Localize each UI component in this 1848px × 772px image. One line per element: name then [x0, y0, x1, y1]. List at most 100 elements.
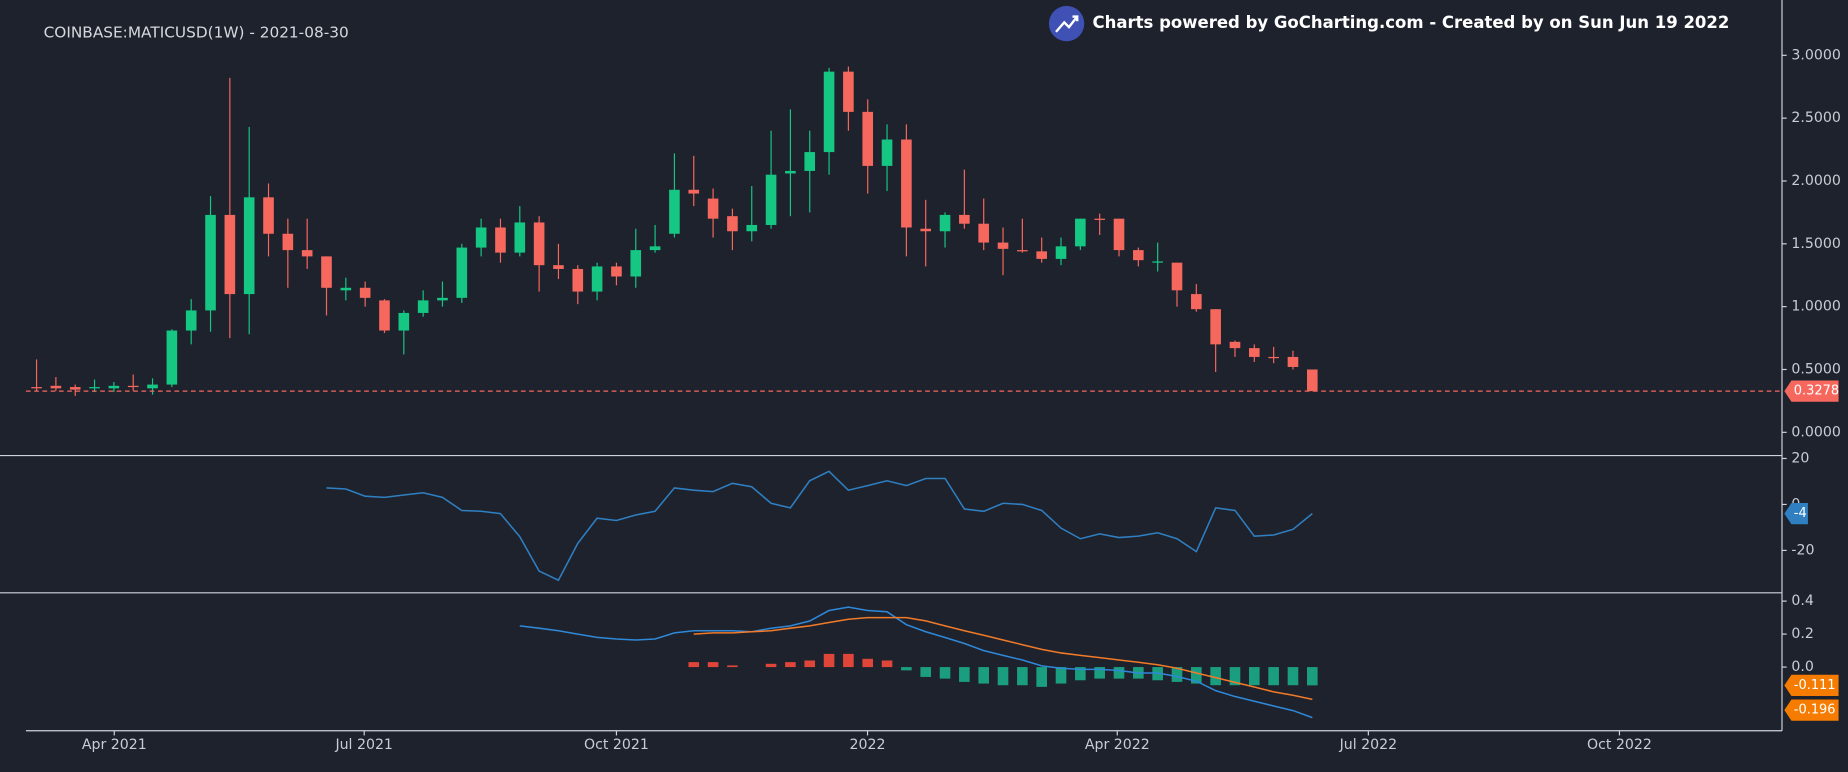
candle-body — [823, 71, 835, 153]
histogram-bar — [1210, 667, 1221, 686]
candle-body — [514, 222, 526, 253]
last-value-label: -4 — [1794, 506, 1807, 521]
candle-body — [205, 214, 216, 311]
candle-body — [185, 310, 197, 331]
macd-line — [519, 606, 1313, 719]
last-price-label-box — [1784, 380, 1839, 402]
chart-title: COINBASE:MATICUSD(1W) - 2021-08-30 — [44, 24, 349, 42]
y-tick-label: 1.0000 — [1791, 299, 1840, 315]
candle-body — [997, 242, 1009, 249]
histogram-bar — [1036, 667, 1047, 687]
candle-body — [1152, 261, 1163, 263]
candle-body — [437, 297, 448, 301]
histogram-bar — [939, 667, 951, 679]
y-tick-label: 0.4 — [1791, 593, 1813, 609]
x-tick-label: Apr 2022 — [1085, 737, 1150, 753]
candle-body — [398, 312, 410, 331]
signal-last-label-box — [1784, 699, 1839, 721]
candle-body — [69, 387, 81, 390]
y-tick-label: -20 — [1791, 542, 1814, 558]
candle-body — [31, 387, 42, 389]
histogram-bar — [881, 660, 893, 668]
histogram-bar — [1268, 667, 1279, 686]
histogram-bar — [707, 662, 719, 668]
y-tick-label: 1.5000 — [1791, 236, 1840, 252]
candle-body — [359, 287, 371, 298]
candle-body — [1171, 262, 1183, 291]
candle-body — [785, 170, 796, 174]
histogram-bar — [785, 662, 796, 668]
histogram-bar — [1075, 667, 1086, 681]
histogram-bar — [1191, 667, 1202, 684]
candle-body — [1036, 251, 1047, 259]
logo-arrow — [1055, 15, 1079, 33]
candle-body — [746, 224, 758, 232]
histogram-last-label-box — [1784, 674, 1839, 696]
histogram-bar — [997, 667, 1009, 686]
candle-body — [127, 385, 139, 388]
credit: Charts powered by GoCharting.com - Creat… — [1093, 13, 1730, 32]
logo — [1048, 5, 1085, 42]
candle-body — [804, 152, 816, 171]
candle-body — [572, 268, 584, 292]
candle-body — [379, 300, 390, 331]
histogram-bar — [1249, 667, 1260, 686]
y-tick-label: 0.0 — [1791, 659, 1813, 675]
x-tick-label: Jul 2021 — [334, 737, 392, 753]
candle-body — [495, 227, 506, 253]
histogram-bar — [1055, 667, 1067, 684]
last-price-label: 0.3278 — [1794, 384, 1839, 399]
candle-body — [263, 197, 274, 234]
histogram-bar — [804, 660, 816, 668]
candle-body — [630, 250, 642, 277]
candle-body — [1133, 250, 1144, 261]
histogram-bar — [688, 662, 700, 668]
histogram-bar — [1229, 667, 1241, 686]
candle-body — [417, 300, 429, 313]
candle-body — [108, 385, 120, 389]
candle-body — [920, 228, 932, 232]
candle-body — [1229, 341, 1241, 349]
candle-body — [978, 223, 990, 243]
candle-body — [89, 387, 100, 389]
histogram-bar — [901, 667, 912, 671]
candle-body — [901, 139, 912, 228]
candle-body — [591, 266, 603, 292]
candle-body — [301, 250, 313, 257]
histogram-bar — [843, 653, 854, 668]
candle-body — [1017, 250, 1028, 252]
histogram-bar — [959, 667, 970, 682]
candle-body — [669, 189, 680, 234]
candle-body — [727, 216, 738, 232]
candle-body — [611, 266, 622, 277]
candle-body — [147, 384, 158, 389]
histogram-bar — [1113, 667, 1125, 679]
histogram-bar — [862, 658, 874, 668]
candle-body — [1094, 218, 1105, 220]
candle-body — [533, 222, 545, 266]
candle-body — [166, 330, 178, 385]
histogram-bar — [920, 667, 932, 677]
oscillator-line — [326, 470, 1313, 582]
candle-body — [707, 198, 719, 219]
histogram-bar — [1171, 667, 1183, 682]
last-value-label-box — [1784, 503, 1808, 525]
candle-body — [1191, 294, 1202, 310]
candle-body — [475, 227, 487, 248]
histogram-last-label: -0.111 — [1794, 678, 1836, 693]
candle-body — [688, 189, 700, 194]
y-tick-label: 2.5000 — [1791, 110, 1840, 126]
y-tick-label: 0.5000 — [1791, 361, 1840, 377]
candle-body — [553, 265, 564, 269]
candle-body — [1210, 309, 1221, 345]
candle-body — [1113, 218, 1125, 251]
histogram-bar — [727, 665, 738, 668]
histogram-bar — [1094, 667, 1105, 679]
histogram-bar — [1287, 667, 1299, 686]
x-tick-label: Jul 2022 — [1339, 737, 1397, 753]
x-tick-label: 2022 — [850, 737, 886, 753]
x-tick-label: Oct 2022 — [1587, 737, 1652, 753]
